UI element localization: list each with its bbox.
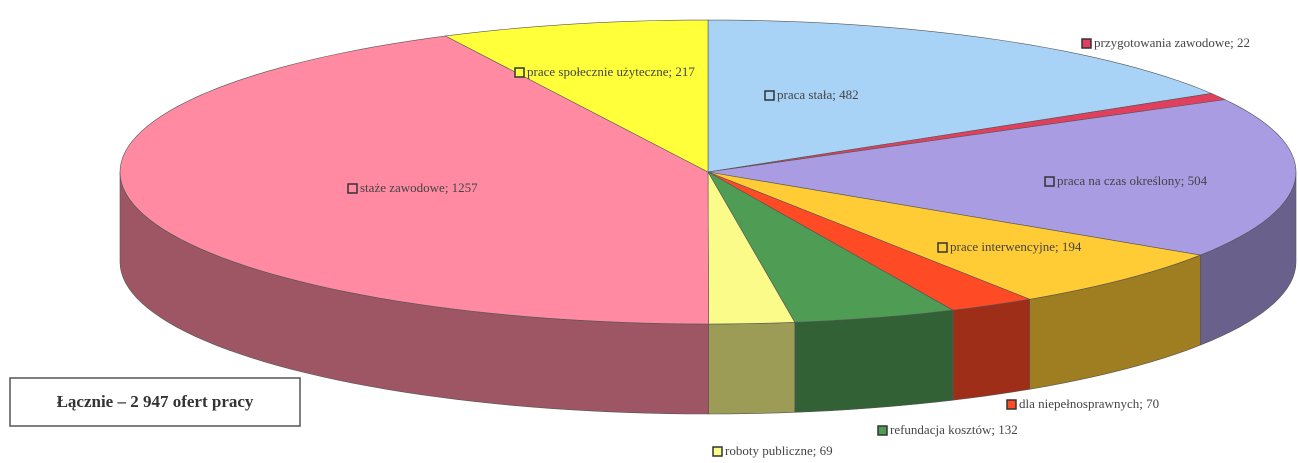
legend-swatch [347, 183, 358, 194]
data-label: przygotowania zawodowe; 22 [1094, 35, 1250, 50]
labels: praca stała; 482 przygotowania zawodowe; … [347, 35, 1250, 458]
slice-side [794, 309, 954, 413]
data-label: prace społecznie użyteczne; 217 [527, 64, 695, 79]
legend-swatch [937, 242, 948, 253]
data-label: prace interwencyjne; 194 [950, 239, 1082, 254]
data-label: praca stała; 482 [777, 87, 859, 102]
data-label: roboty publiczne; 69 [725, 443, 833, 458]
legend-swatch [1044, 176, 1055, 187]
slice [444, 19, 709, 173]
slice [707, 19, 1213, 173]
legend-swatch [712, 446, 723, 457]
slice [707, 171, 1202, 300]
slice [707, 171, 1031, 311]
slice-side [708, 322, 796, 415]
slice [707, 171, 954, 323]
slice [119, 35, 709, 325]
legend-swatch [514, 67, 525, 78]
data-label: dla niepełnosprawnych; 70 [1019, 396, 1159, 411]
legend-swatch [877, 425, 888, 436]
slice [707, 99, 1297, 256]
sides [119, 171, 1297, 415]
tops [119, 19, 1297, 325]
annotation: Łącznie – 2 947 ofert pracy [57, 392, 254, 411]
slice [707, 170, 796, 325]
annotation-box [9, 377, 301, 427]
legend-swatch [764, 90, 775, 101]
data-label: refundacja kosztów; 132 [890, 422, 1018, 437]
slice-side [952, 298, 1030, 401]
data-label: praca na czas określony; 504 [1057, 173, 1208, 188]
legend-swatch [1081, 38, 1092, 49]
legend-swatch [1006, 399, 1017, 410]
data-label: staże zawodowe; 1257 [360, 180, 478, 195]
